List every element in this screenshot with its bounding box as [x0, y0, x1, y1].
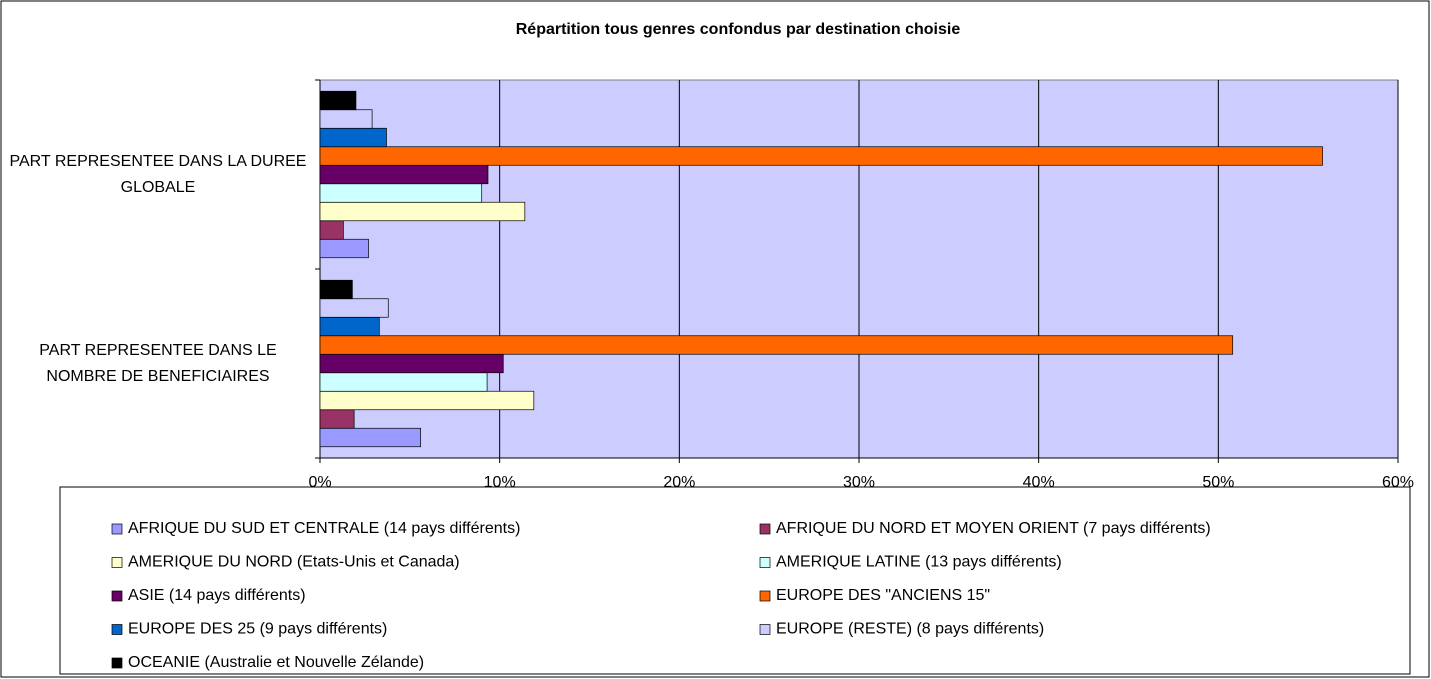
legend-label: AFRIQUE DU NORD ET MOYEN ORIENT (7 pays …: [776, 520, 1211, 537]
legend-swatch: [111, 523, 123, 535]
legend-swatch: [111, 557, 123, 568]
bar: [319, 90, 357, 111]
legend-label: EUROPE (RESTE) (8 pays différents): [776, 621, 1044, 638]
legend-label: AFRIQUE DU SUD ET CENTRALE (14 pays diff…: [128, 520, 520, 537]
legend-label: ASIE (14 pays différents): [128, 587, 306, 604]
bar: [319, 183, 483, 203]
bar: [319, 353, 504, 374]
bar: [319, 335, 1234, 355]
bar: [319, 427, 421, 448]
bar: [319, 298, 389, 318]
legend-swatch: [111, 590, 123, 602]
bar: [319, 372, 488, 392]
legend-label: EUROPE DES 25 (9 pays différents): [128, 621, 387, 638]
bar: [319, 238, 369, 259]
bar: [319, 409, 355, 429]
bar: [319, 220, 344, 240]
legend-swatch: [759, 624, 771, 635]
bar: [319, 146, 1323, 166]
bar: [319, 109, 373, 129]
bar: [319, 390, 535, 411]
bar: [319, 201, 526, 222]
legend-label: OCEANIE (Australie et Nouvelle Zélande): [128, 654, 424, 671]
legend-swatch: [759, 523, 771, 535]
bar: [319, 316, 380, 337]
y-tick-label: PART REPRESENTEE DANS LA DUREE GLOBALE: [9, 152, 307, 196]
chart-title: Répartition tous genres confondus par de…: [516, 21, 961, 38]
bar: [319, 127, 387, 148]
legend-label: AMERIQUE DU NORD (Etats-Unis et Canada): [128, 554, 460, 571]
y-tick-label: PART REPRESENTEE DANS LE NOMBRE DE BENEF…: [39, 341, 277, 385]
legend-swatch: [759, 557, 771, 568]
legend-swatch: [111, 657, 123, 669]
legend-label: AMERIQUE LATINE (13 pays différents): [776, 554, 1062, 571]
bar: [319, 164, 489, 185]
legend: [59, 486, 1411, 675]
legend-swatch: [759, 590, 771, 602]
bar: [319, 279, 353, 300]
legend-label: EUROPE DES "ANCIENS 15": [776, 587, 990, 604]
legend-swatch: [111, 624, 123, 635]
